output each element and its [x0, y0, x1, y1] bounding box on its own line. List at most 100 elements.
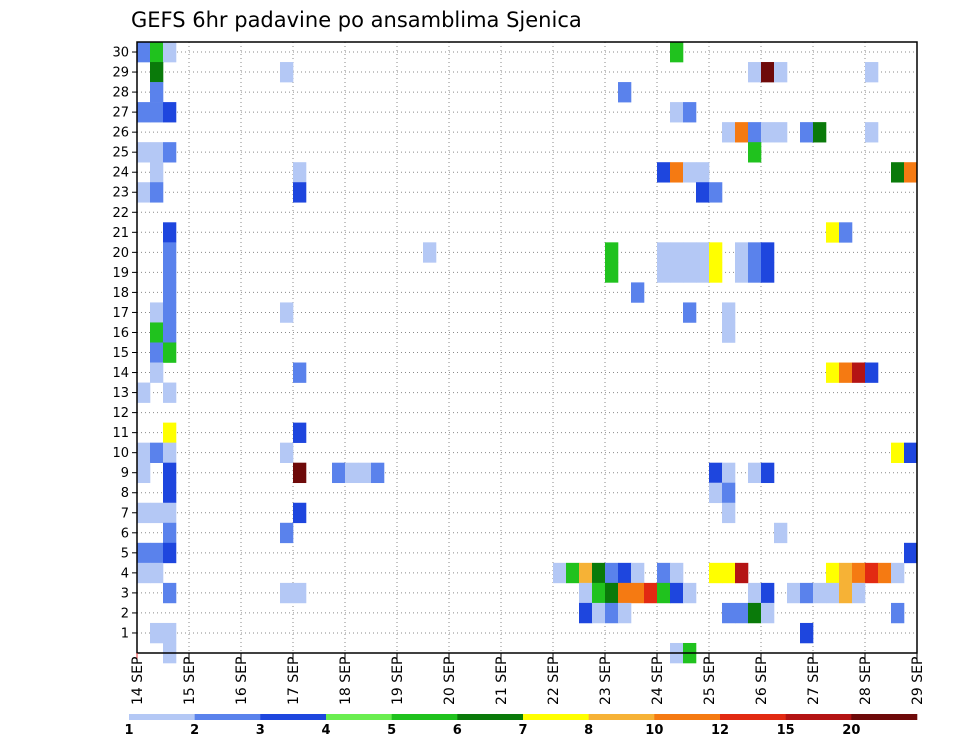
precip-cell — [163, 462, 177, 484]
y-axis: 1234567891011121314151617181920212223242… — [112, 46, 137, 641]
precip-cell — [774, 62, 788, 83]
precip-cell — [150, 302, 164, 323]
precip-cell — [722, 482, 736, 504]
colorbar-label: 12 — [711, 723, 729, 738]
precip-cell — [696, 262, 710, 283]
precip-cell — [657, 242, 671, 263]
precip-cell — [293, 502, 307, 524]
precip-cell — [709, 562, 723, 584]
precip-cell — [163, 42, 177, 63]
precip-cell — [150, 42, 164, 63]
precip-cell — [839, 222, 853, 243]
x-tick-label: 25 SEP — [702, 657, 718, 705]
precip-cell — [683, 582, 697, 604]
y-tick-label: 3 — [121, 586, 129, 601]
precip-cell — [891, 162, 905, 183]
precip-cell — [800, 122, 814, 143]
precip-cell — [761, 262, 775, 283]
colorbar-label: 5 — [387, 723, 396, 738]
x-tick-label: 18 SEP — [338, 657, 354, 705]
precip-cell — [280, 522, 294, 544]
precip-cell — [150, 82, 164, 103]
precip-cell — [761, 462, 775, 484]
y-tick-label: 23 — [112, 186, 129, 201]
colorbar-swatch — [260, 714, 327, 720]
precip-cell — [761, 242, 775, 263]
precip-cell — [553, 562, 567, 584]
x-tick-label: 29 SEP — [910, 657, 926, 705]
y-tick-label: 26 — [112, 126, 129, 141]
precip-cell — [696, 242, 710, 263]
colorbar-label: 2 — [190, 723, 199, 738]
precip-cell — [150, 162, 164, 183]
precip-cell — [163, 142, 177, 163]
precip-cell — [735, 122, 749, 143]
precip-cell — [592, 602, 606, 624]
y-tick-label: 6 — [121, 526, 129, 541]
y-tick-label: 25 — [112, 146, 129, 161]
precip-cell — [839, 562, 853, 584]
x-tick-label: 26 SEP — [754, 657, 770, 705]
precip-cell — [891, 562, 905, 584]
precip-cell — [163, 322, 177, 343]
precip-cell — [293, 462, 307, 484]
precip-cell — [826, 222, 840, 243]
precip-cell — [150, 622, 164, 644]
y-tick-label: 14 — [112, 366, 129, 381]
precip-cell — [683, 102, 697, 123]
colorbar-swatch — [194, 714, 261, 720]
precip-cell — [709, 262, 723, 283]
precip-cell — [657, 562, 671, 584]
precip-cell — [670, 102, 684, 123]
y-tick-label: 10 — [112, 446, 129, 461]
colorbar-swatch — [654, 714, 721, 720]
precip-cell — [631, 562, 645, 584]
y-tick-label: 27 — [112, 106, 129, 121]
precip-cell — [865, 562, 879, 584]
precip-cell — [852, 562, 866, 584]
precip-cell — [345, 462, 359, 484]
precip-cell — [293, 422, 307, 443]
y-tick-label: 12 — [112, 406, 129, 421]
precip-cell — [839, 582, 853, 604]
y-tick-label: 19 — [112, 266, 129, 281]
precip-cell — [280, 302, 294, 323]
precip-cell — [826, 562, 840, 584]
precip-cell — [163, 262, 177, 283]
precip-cell — [150, 502, 164, 524]
precip-cell — [293, 162, 307, 183]
precip-cell — [748, 62, 762, 83]
precip-cell — [748, 142, 762, 163]
colorbar-swatch — [720, 714, 786, 720]
precip-cell — [670, 242, 684, 263]
colorbar-swatch — [785, 714, 852, 720]
precip-cell — [774, 522, 788, 544]
precip-cell — [605, 242, 619, 263]
y-tick-label: 1 — [121, 626, 129, 641]
precip-cell — [163, 482, 177, 504]
colorbar: 1 2 3 4 5 6 7 8 10 12 15 20 — [124, 714, 918, 738]
precip-cell — [137, 462, 151, 484]
precip-cell — [163, 442, 177, 463]
precip-cell — [670, 562, 684, 584]
precip-cell — [631, 282, 645, 303]
precip-cell — [722, 602, 736, 624]
colorbar-swatch — [391, 714, 458, 720]
precip-cell — [163, 342, 177, 363]
precip-cell — [800, 622, 814, 644]
precip-cell — [683, 242, 697, 263]
colorbar-label: 6 — [453, 723, 462, 738]
y-tick-label: 5 — [121, 546, 129, 561]
precip-cell — [605, 262, 619, 283]
precip-cell — [163, 102, 177, 123]
y-tick-label: 8 — [121, 486, 129, 501]
precip-cell — [709, 482, 723, 504]
precip-cell — [605, 562, 619, 584]
precip-cell — [137, 542, 151, 564]
colorbar-label: 15 — [777, 723, 795, 738]
precip-cell — [137, 502, 151, 524]
x-tick-label: 15 SEP — [182, 657, 198, 705]
precip-cell — [709, 182, 723, 203]
precip-cell — [618, 582, 632, 604]
precip-cell — [163, 382, 177, 403]
